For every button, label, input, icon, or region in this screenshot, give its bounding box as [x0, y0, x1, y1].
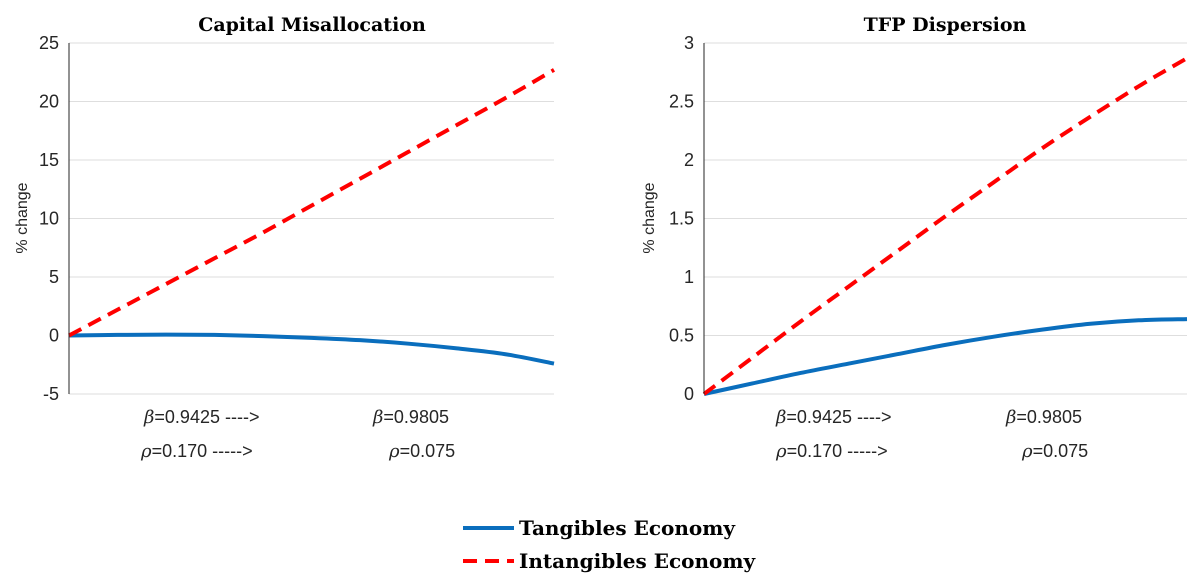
chart-title: Capital Misallocation: [198, 14, 426, 36]
y-axis-label: % change: [641, 182, 658, 253]
annotation-beta-start: β=0.9425 ---->: [143, 407, 259, 428]
annotation-beta-end: β=0.9805: [1005, 407, 1082, 428]
annotation-rho-start: ρ=0.170 ----->: [140, 441, 253, 462]
series-line-intangibles: [702, 56, 1189, 396]
grid: [704, 42, 1187, 395]
y-tick-label: 2.5: [669, 92, 694, 112]
annotations: β=0.9425 ----> β=0.9805 ρ=0.170 -----> ρ…: [140, 407, 455, 462]
annotation-beta-end: β=0.9805: [372, 407, 449, 428]
chart-capital-misallocation: Capital Misallocation % change -5 0 5 10 15 2…: [14, 14, 556, 462]
series: [68, 68, 556, 366]
annotation-rho-end: ρ=0.075: [1021, 441, 1088, 462]
y-tick-label: 1: [684, 267, 694, 287]
series-line-intangibles: [68, 68, 556, 338]
y-tick-label: 15: [39, 150, 59, 170]
y-tick-label: 5: [49, 267, 59, 287]
chart-tfp-dispersion: TFP Dispersion % change 0 0.5 1 1.5 2 2.5 3 β=…: [641, 14, 1189, 462]
y-tick-label: 0: [684, 384, 694, 404]
y-tick-labels: -5 0 5 10 15 20 25: [39, 33, 59, 404]
grid: [69, 42, 554, 395]
y-tick-label: 1.5: [669, 209, 694, 229]
chart-title: TFP Dispersion: [864, 14, 1027, 36]
legend-label-intangibles: Intangibles Economy: [519, 549, 757, 573]
series: [702, 56, 1189, 396]
legend-label-tangibles: Tangibles Economy: [519, 516, 736, 540]
y-tick-label: 25: [39, 33, 59, 53]
y-tick-label: 0: [49, 326, 59, 346]
legend: Tangibles Economy Intangibles Economy: [463, 516, 757, 573]
y-axis-label: % change: [14, 182, 31, 253]
y-tick-labels: 0 0.5 1 1.5 2 2.5 3: [669, 33, 694, 404]
annotation-rho-end: ρ=0.075: [388, 441, 455, 462]
y-tick-label: -5: [43, 384, 59, 404]
y-tick-label: 10: [39, 209, 59, 229]
y-tick-label: 2: [684, 150, 694, 170]
annotations: β=0.9425 ----> β=0.9805 ρ=0.170 -----> ρ…: [775, 407, 1088, 462]
y-tick-label: 0.5: [669, 326, 694, 346]
annotation-rho-start: ρ=0.170 ----->: [775, 441, 888, 462]
series-line-tangibles: [68, 332, 555, 366]
y-tick-label: 20: [39, 92, 59, 112]
series-line-tangibles: [703, 317, 1188, 396]
y-tick-label: 3: [684, 33, 694, 53]
annotation-beta-start: β=0.9425 ---->: [775, 407, 891, 428]
